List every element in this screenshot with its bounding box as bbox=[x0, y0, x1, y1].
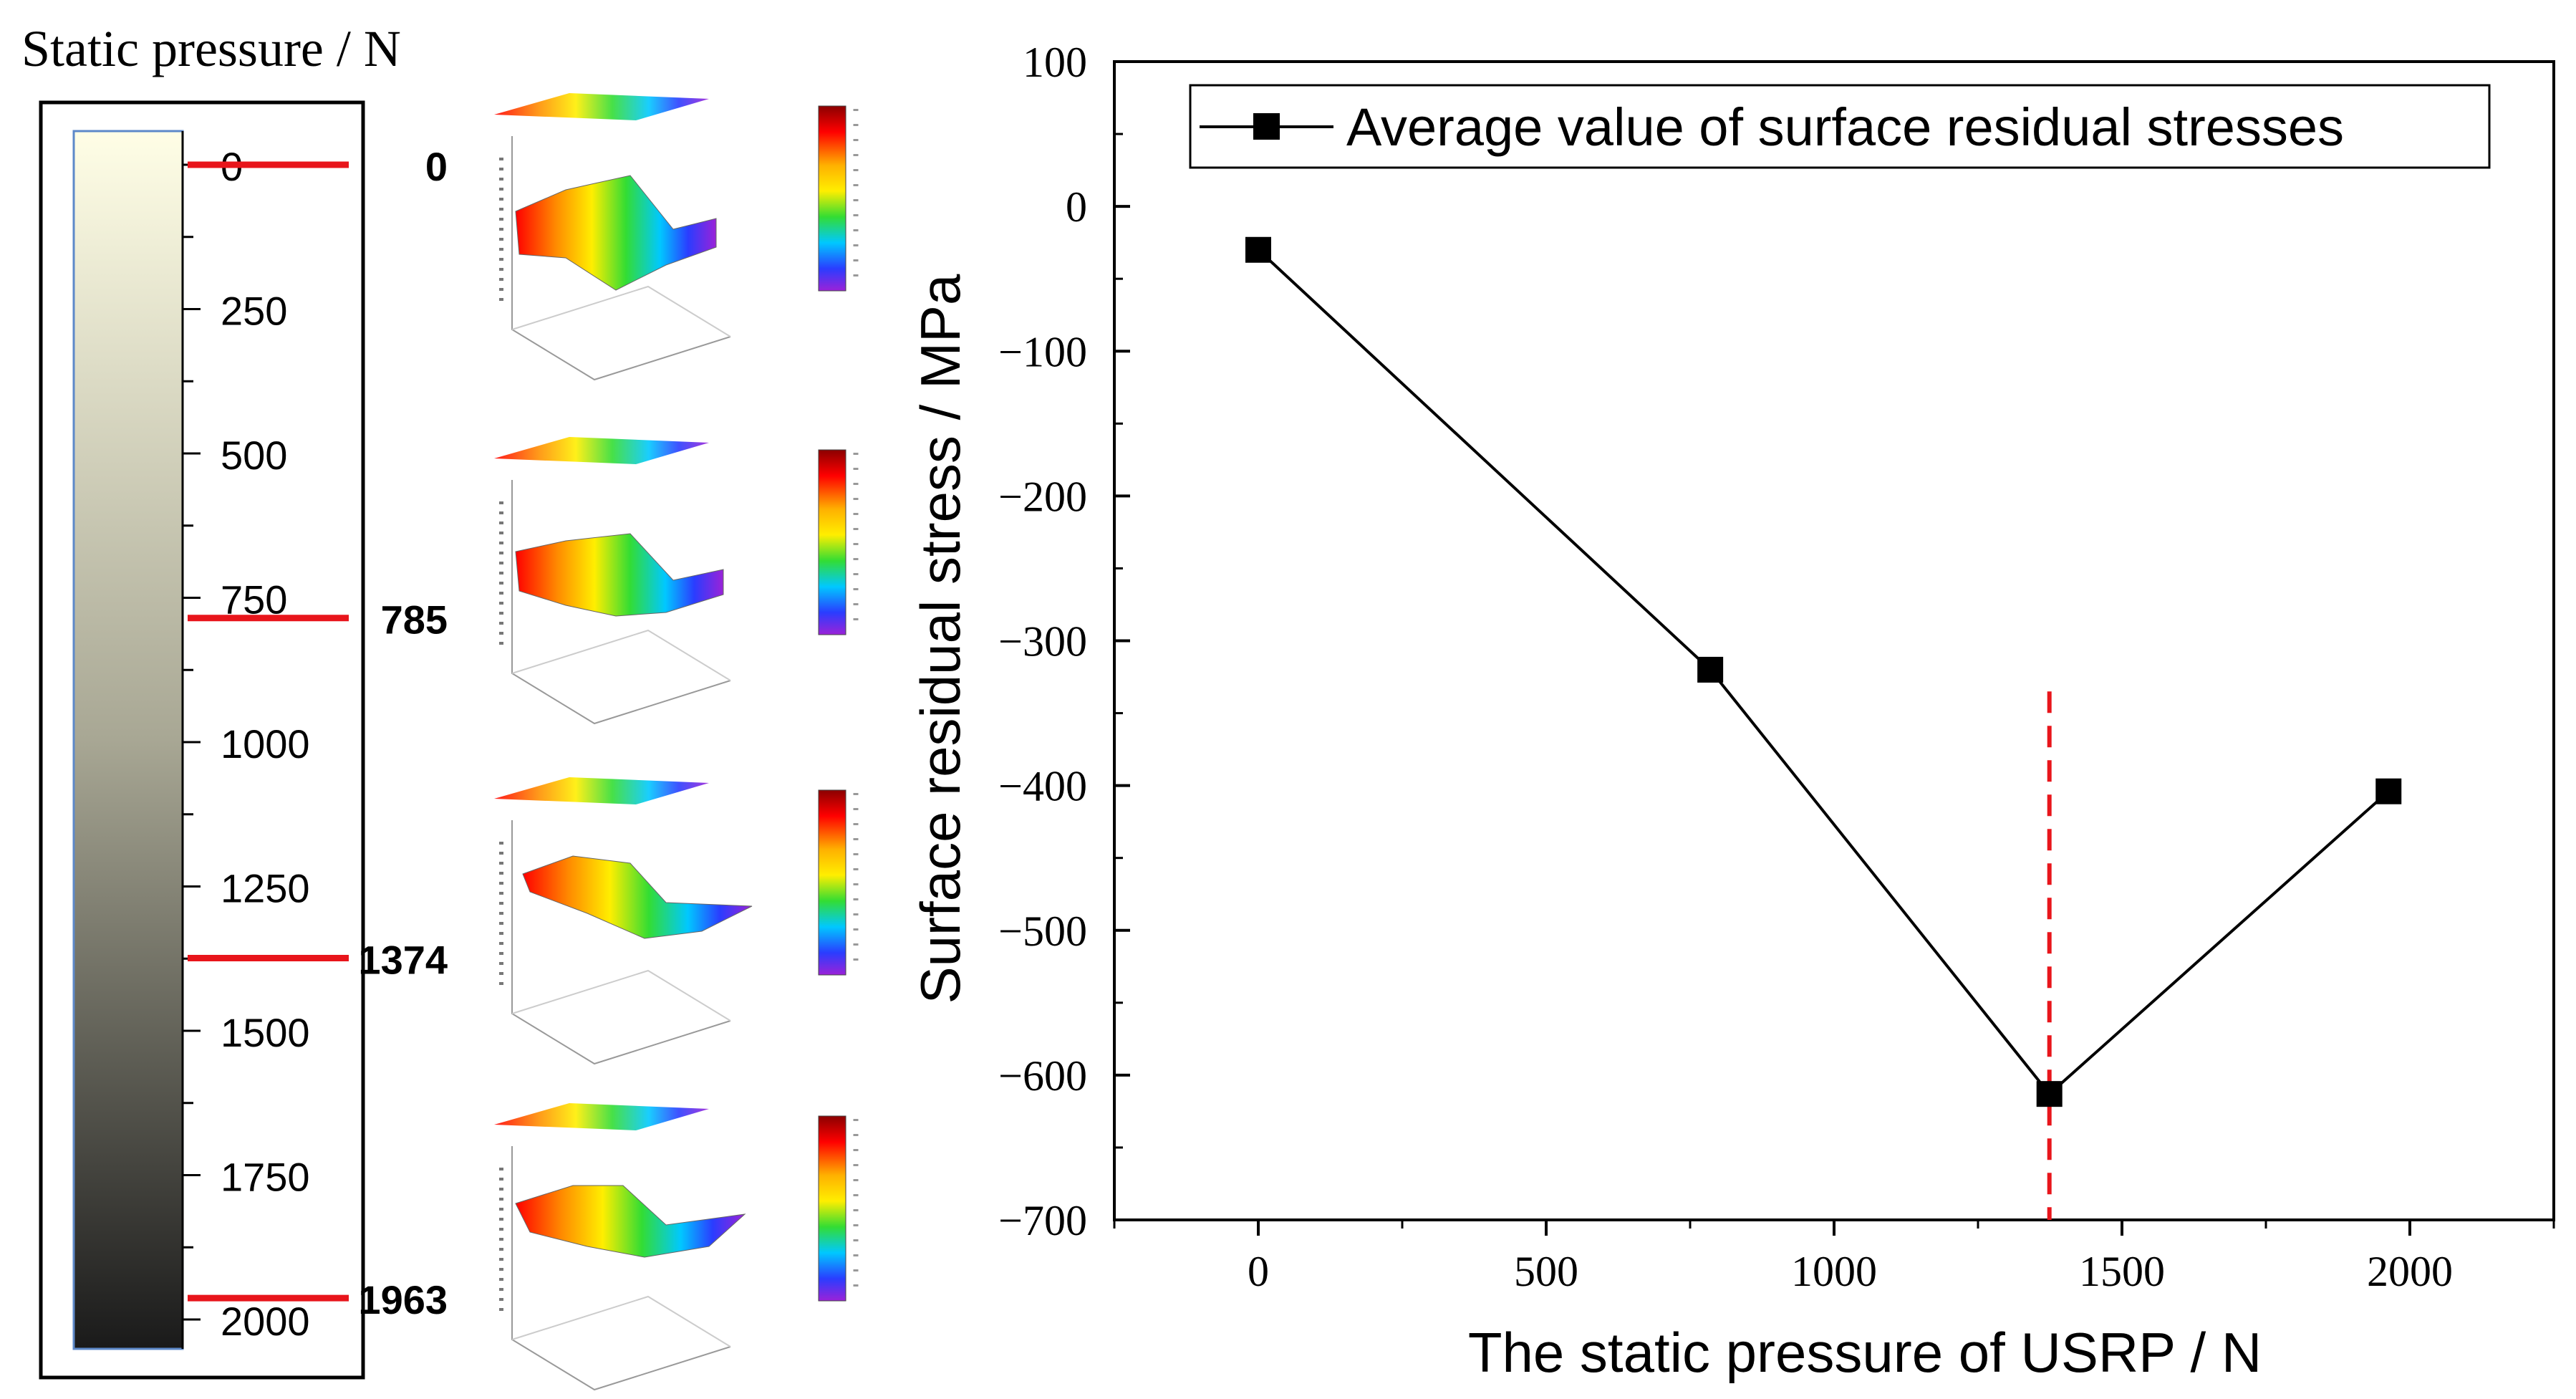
scale-ticks: 025050075010001250150017502000 bbox=[181, 131, 310, 1349]
scale-frame bbox=[39, 100, 365, 1380]
y-tick-label: 100 bbox=[1023, 39, 1087, 86]
x-tick-label: 1500 bbox=[2079, 1248, 2165, 1295]
surface-floor-grid bbox=[511, 285, 731, 337]
surface-floor-grid bbox=[511, 1295, 731, 1347]
surface-mesh bbox=[515, 175, 717, 291]
residual-stress-chart: 0 500 1000 1500 2000 1000−100−200−300−400−50… bbox=[909, 39, 2555, 1384]
x-tick-label: 0 bbox=[1248, 1248, 1269, 1295]
y-tick-label: −200 bbox=[998, 473, 1087, 520]
scale-tick-label: 2000 bbox=[221, 1299, 310, 1344]
surface-projection bbox=[494, 437, 709, 464]
scale-tick-label: 1000 bbox=[221, 721, 310, 766]
scale-markers: 0 785 1374 1963 bbox=[188, 144, 448, 1322]
data-point bbox=[2375, 778, 2402, 804]
pressure-marker-label: 0 bbox=[425, 144, 448, 189]
surface-plot-0 bbox=[494, 93, 859, 381]
legend-box bbox=[1189, 84, 2491, 169]
scale-tick-label: 750 bbox=[221, 577, 287, 622]
surface-mesh bbox=[515, 533, 724, 617]
data-point bbox=[1697, 656, 1724, 683]
scale-title: Static pressure / N bbox=[21, 20, 401, 77]
y-tick-label: −500 bbox=[998, 908, 1087, 955]
surface-box-frame bbox=[511, 1146, 731, 1391]
surface-mesh bbox=[515, 1185, 746, 1258]
plot-frame bbox=[1113, 60, 2555, 1221]
surface-plot-1963 bbox=[494, 1103, 859, 1391]
surface-floor-grid bbox=[511, 969, 731, 1021]
x-tick-label: 2000 bbox=[2367, 1248, 2453, 1295]
surface-projection bbox=[494, 777, 709, 804]
x-axis-label: The static pressure of USRP / N bbox=[1468, 1321, 2262, 1384]
y-axis-label: Surface residual stress / MPa bbox=[909, 274, 972, 1004]
y-tick-label: −300 bbox=[998, 618, 1087, 665]
surface-mesh bbox=[522, 855, 753, 939]
surface-box-frame bbox=[511, 480, 731, 725]
y-axis: 100 0 −100 −200 −300 −400 −500 −600 −700 bbox=[998, 39, 1130, 1244]
surface-colorbar bbox=[818, 789, 846, 976]
x-axis: 0 500 1000 1500 2000 bbox=[1113, 1220, 2555, 1295]
y-tick-label: −600 bbox=[998, 1052, 1087, 1100]
series-points bbox=[1245, 236, 2402, 1107]
surface-box-frame bbox=[511, 820, 731, 1065]
surface-floor-grid bbox=[511, 629, 731, 681]
series-line bbox=[1257, 249, 2390, 1097]
data-point bbox=[1245, 236, 1271, 263]
y-tick-label: −100 bbox=[998, 328, 1087, 375]
surface-projection bbox=[494, 93, 709, 120]
surface-box-frame bbox=[511, 136, 731, 381]
y-tick-label: −700 bbox=[998, 1197, 1087, 1244]
scale-tick-label: 250 bbox=[221, 289, 287, 334]
scale-tick-label: 1750 bbox=[221, 1155, 310, 1200]
surface-colorbar bbox=[818, 1115, 846, 1302]
legend-label: Average value of surface residual stress… bbox=[1346, 97, 2344, 157]
legend: Average value of surface residual stress… bbox=[1189, 84, 2491, 169]
pressure-marker-label: 1374 bbox=[358, 937, 448, 982]
surface-plot-1374 bbox=[494, 777, 859, 1065]
x-tick-label: 500 bbox=[1514, 1248, 1578, 1295]
surface-colorbar bbox=[818, 105, 846, 292]
y-tick-label: −400 bbox=[998, 763, 1087, 810]
scale-tick-label: 500 bbox=[221, 433, 287, 478]
scale-tick-label: 1500 bbox=[221, 1010, 310, 1055]
y-tick-label: 0 bbox=[1066, 183, 1087, 231]
x-tick-label: 1000 bbox=[1791, 1248, 1877, 1295]
surface-plot-785 bbox=[494, 437, 859, 725]
surface-colorbar bbox=[818, 449, 846, 635]
pressure-marker-label: 1963 bbox=[358, 1277, 448, 1322]
scale-tick-label: 1250 bbox=[221, 866, 310, 911]
pressure-gradient-bar bbox=[72, 130, 184, 1350]
surface-plots bbox=[494, 93, 859, 1391]
data-point bbox=[2036, 1081, 2063, 1107]
pressure-marker-label: 785 bbox=[381, 597, 448, 643]
legend-marker-swatch bbox=[1253, 113, 1280, 140]
surface-projection bbox=[494, 1103, 709, 1130]
